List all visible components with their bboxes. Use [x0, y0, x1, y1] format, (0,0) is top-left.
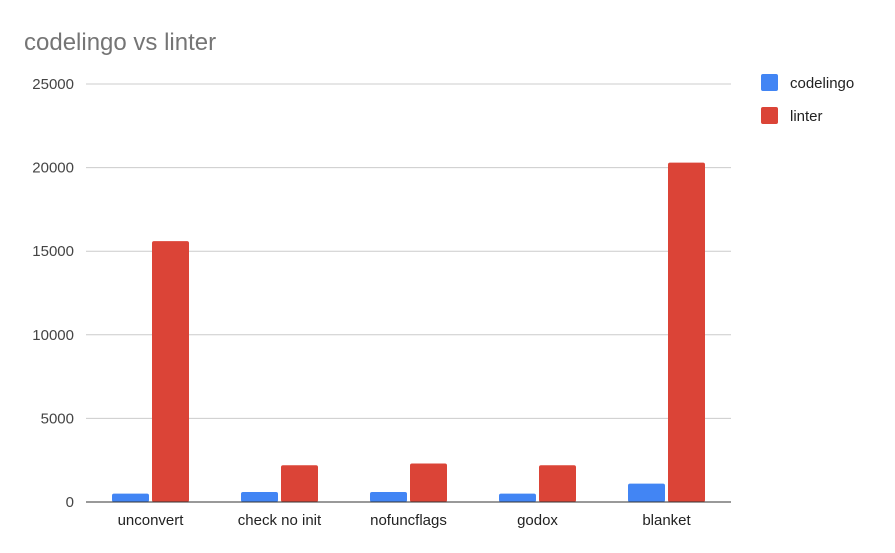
- x-tick-label: check no init: [238, 512, 322, 529]
- bar-codelingo-godox: [499, 493, 536, 502]
- legend: codelingo linter: [761, 74, 854, 125]
- bars: [112, 162, 705, 503]
- bar-linter-blanket: [668, 162, 705, 503]
- x-tick-label: godox: [517, 512, 558, 529]
- bar-linter-godox: [539, 465, 576, 502]
- y-tick-label: 10000: [32, 327, 74, 344]
- y-tick-label: 20000: [32, 160, 74, 177]
- bar-codelingo-check-no-init: [241, 491, 278, 502]
- bar-codelingo-unconvert: [112, 493, 149, 502]
- bar-linter-unconvert: [152, 241, 189, 502]
- bar-linter-check-no-init: [281, 465, 318, 502]
- bar-linter-nofuncflags: [410, 463, 447, 502]
- x-tick-label: unconvert: [118, 512, 185, 529]
- bar-codelingo-nofuncflags: [370, 491, 407, 502]
- x-tick-label: nofuncflags: [370, 512, 447, 529]
- grid: [86, 83, 731, 419]
- legend-swatch-codelingo: [761, 74, 778, 91]
- legend-label-codelingo: codelingo: [790, 75, 854, 92]
- bar-codelingo-blanket: [628, 483, 665, 502]
- x-tick-label: blanket: [642, 512, 691, 529]
- chart-title: codelingo vs linter: [24, 29, 216, 56]
- legend-swatch-linter: [761, 107, 778, 124]
- y-tick-label: 5000: [41, 410, 74, 427]
- y-tick-label: 15000: [32, 243, 74, 260]
- y-tick-label: 0: [66, 494, 74, 511]
- y-tick-label: 25000: [32, 76, 74, 93]
- x-axis-ticks: unconvert check no init nofuncflags godox bl…: [118, 512, 692, 529]
- y-axis-ticks: 0 5000 10000 15000 20000 25000: [32, 76, 74, 511]
- legend-label-linter: linter: [790, 108, 823, 125]
